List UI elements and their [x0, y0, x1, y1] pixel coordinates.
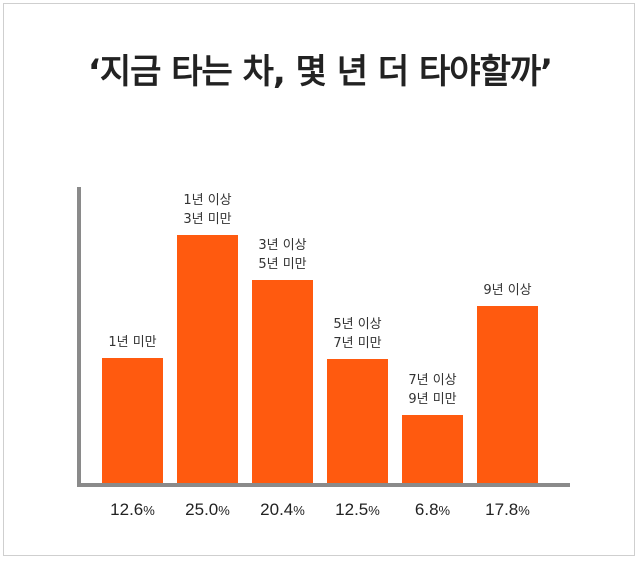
value-label-1: 12.6%: [110, 500, 155, 519]
page-title: ‘지금 타는 차, 몇 년 더 타야할까’: [87, 52, 553, 92]
category-label-3: 5년 미만: [258, 257, 306, 272]
value-label-3: 20.4%: [260, 500, 305, 519]
value-label-4: 12.5%: [335, 500, 380, 519]
category-label-4: 7년 미만: [333, 336, 381, 351]
bar-2: [177, 235, 238, 483]
value-label-6: 17.8%: [485, 500, 530, 519]
category-label-6: 9년 이상: [483, 283, 531, 298]
category-label-1: 1년 미만: [108, 335, 156, 350]
category-label-2: 3년 미만: [183, 212, 231, 227]
value-label-2: 25.0%: [185, 500, 230, 519]
bar-3: [252, 280, 313, 483]
chart-frame: [3, 3, 635, 556]
bar-1: [102, 358, 163, 483]
bar-6: [477, 306, 538, 483]
bar-5: [402, 415, 463, 483]
bar-4: [327, 359, 388, 483]
category-label-5: 9년 미만: [408, 392, 456, 407]
category-label-5: 7년 이상: [408, 373, 456, 388]
category-label-3: 3년 이상: [258, 238, 306, 253]
category-label-2: 1년 이상: [183, 193, 231, 208]
value-label-5: 6.8%: [415, 500, 451, 519]
category-label-4: 5년 이상: [333, 317, 381, 332]
